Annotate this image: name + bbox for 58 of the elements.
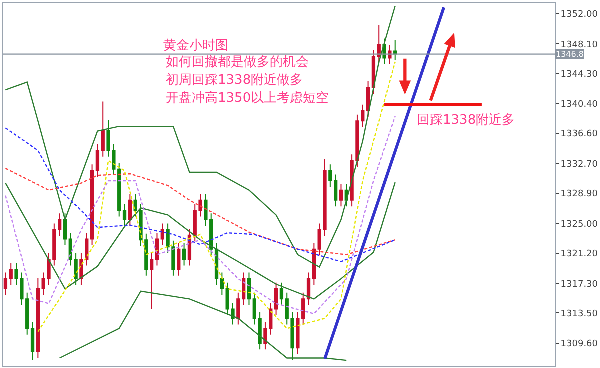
- candlestick: [4, 272, 8, 296]
- candlestick: [394, 40, 398, 62]
- candlestick: [236, 292, 240, 326]
- candlestick: [334, 174, 338, 208]
- line-series: [5, 128, 396, 262]
- candlestick: [182, 242, 186, 266]
- candlestick: [96, 144, 100, 178]
- candlestick: [36, 278, 40, 359]
- annotation: 初周回踩1338附近做多: [166, 73, 304, 88]
- candlestick: [328, 164, 332, 188]
- candlestick: [214, 242, 219, 286]
- y-tick-label: 1348.10: [560, 40, 598, 50]
- candlestick: [155, 232, 160, 266]
- candlestick: [90, 164, 94, 246]
- line-series: [5, 182, 396, 300]
- candlestick: [339, 184, 344, 208]
- candlestick: [274, 282, 278, 316]
- candlestick: [220, 272, 224, 296]
- y-tick-label: 1352.00: [560, 10, 598, 20]
- candlestick: [312, 242, 316, 286]
- y-tick-label: 1340.40: [560, 100, 598, 110]
- candlestick: [160, 223, 164, 246]
- y-tick-label: 1336.60: [560, 130, 598, 140]
- text: 黄金小时图: [164, 38, 229, 54]
- annotation: 回踩1338附近多: [417, 113, 516, 128]
- line-series: [59, 290, 348, 362]
- candlestick: [247, 272, 252, 306]
- candlestick: [150, 252, 154, 310]
- candlestick: [58, 213, 62, 237]
- y-tick-label: 1313.50: [560, 309, 598, 320]
- y-tick-label: 1332.70: [560, 160, 598, 170]
- y-tick-label: 1325.00: [560, 220, 598, 230]
- candlestick: [280, 282, 284, 306]
- y-tick-label: 1344.30: [560, 70, 598, 80]
- candlestick: [9, 262, 13, 286]
- candlestick: [242, 272, 246, 306]
- ref-line-label: 1346.8: [556, 50, 584, 59]
- candlestick: [306, 272, 311, 306]
- candlestick: [122, 204, 127, 227]
- candlestick: [134, 194, 138, 218]
- candlestick: [377, 25, 381, 64]
- candlestick: [63, 213, 68, 246]
- y-tick-label: 1317.30: [560, 280, 598, 290]
- annotation: 如何回撤都是做多的机会: [166, 55, 309, 70]
- candlestick: [188, 228, 192, 266]
- y-tick-label: 1328.90: [560, 190, 598, 200]
- candlestick: [101, 101, 105, 158]
- y-tick-label: 1309.60: [560, 340, 598, 350]
- line-series: [5, 6, 396, 268]
- annotation: 开盘冲高1350以上考虑短空: [166, 90, 330, 106]
- y-tick-label: 1321.20: [560, 249, 598, 260]
- line-series: [5, 116, 396, 315]
- candlestick: [85, 232, 89, 266]
- candlestick: [128, 194, 132, 227]
- line-series: [5, 168, 396, 256]
- candlestick: [30, 322, 35, 362]
- candlestick: [366, 81, 370, 118]
- candlestick: [177, 242, 181, 276]
